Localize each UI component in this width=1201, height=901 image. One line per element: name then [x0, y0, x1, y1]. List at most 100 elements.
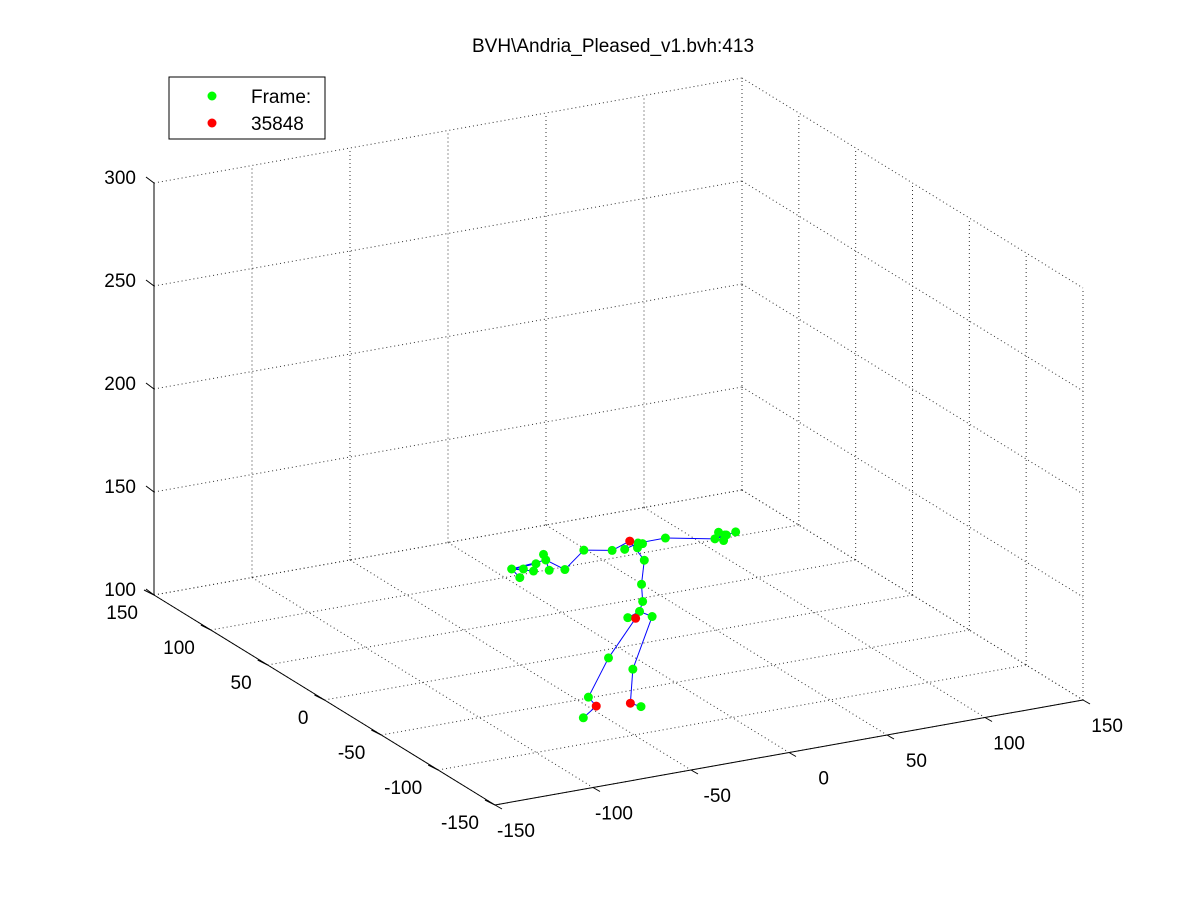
legend-marker-frame-number	[207, 118, 217, 128]
x-tick-mark	[592, 787, 601, 792]
tick-labels: 100150200250300-150-100-50050100150-150-…	[104, 168, 1123, 842]
side-wall-grid-z	[741, 77, 1084, 289]
y-tick-label: -50	[338, 743, 365, 764]
axis-edges	[153, 183, 1084, 806]
joint-marker-red	[625, 698, 635, 708]
joint-marker-green	[623, 613, 633, 623]
grid-lines	[153, 77, 1084, 806]
joint-marker-green	[620, 544, 630, 554]
skeleton-bone	[632, 616, 653, 670]
skeleton-bone	[564, 549, 585, 570]
x-tick-label: -50	[704, 786, 731, 807]
joint-marker-green	[647, 612, 657, 622]
skeleton-bone	[629, 669, 634, 704]
joint-marker-green	[628, 664, 638, 674]
y-tick-mark	[143, 589, 155, 596]
y-tick-mark	[257, 659, 268, 666]
x-tick-label: 50	[906, 751, 927, 772]
x-tick-mark	[886, 734, 895, 740]
joint-marker-green	[507, 564, 517, 574]
legend-label-frame-number: 35848	[251, 114, 304, 135]
floor-grid-x	[447, 542, 790, 753]
floor-grid-y	[438, 664, 1027, 771]
z-tick-label: 200	[104, 374, 136, 395]
legend-marker-frame	[207, 91, 217, 101]
joint-marker-green	[531, 559, 541, 569]
joint-marker-red	[631, 613, 641, 623]
y-tick-label: -100	[384, 778, 422, 799]
y-tick-label: -150	[441, 813, 479, 834]
joint-marker-green	[604, 653, 614, 663]
joint-marker-green	[560, 565, 570, 575]
joint-marker-green	[529, 566, 539, 576]
z-tick-mark	[145, 176, 155, 184]
skeleton-bone	[587, 657, 609, 698]
joint-marker-green	[583, 692, 593, 702]
floor-grid-x	[251, 577, 594, 788]
joint-marker-green	[714, 527, 724, 537]
floor-grid-x	[545, 524, 888, 736]
y-tick-label: 100	[163, 638, 195, 659]
z-tick-label: 300	[104, 168, 136, 189]
y-tick-mark	[314, 694, 325, 701]
side-wall-grid-z	[741, 283, 1084, 495]
joint-marker-green	[639, 555, 649, 565]
joint-marker-green	[607, 545, 617, 555]
floor-grid-y	[381, 629, 970, 736]
joint-marker-green	[544, 565, 554, 575]
floor-grid-x	[643, 507, 986, 718]
z-tick-label: 100	[104, 580, 136, 601]
joint-marker-green	[515, 573, 525, 583]
z-tick-mark	[145, 485, 155, 493]
y-tick-mark	[484, 799, 496, 806]
side-wall-grid-z	[741, 180, 1084, 392]
joint-marker-red	[625, 536, 635, 546]
legend-label-frame: Frame:	[251, 87, 311, 108]
y-tick-mark	[427, 764, 439, 771]
skeleton-bone	[665, 537, 715, 540]
joint-marker-green	[579, 545, 589, 555]
chart-title: BVH\Andria_Pleased_v1.bvh:413	[472, 36, 754, 57]
x-tick-label: -150	[497, 821, 535, 842]
joint-marker-green	[578, 713, 588, 723]
legend[interactable]: Frame: 35848	[168, 76, 326, 140]
z-tick-mark	[145, 382, 155, 390]
floor-grid-x	[349, 559, 692, 771]
joint-marker-green	[637, 579, 647, 589]
joint-marker-green	[518, 564, 528, 574]
joint-marker-green	[710, 534, 720, 544]
skeleton-bone	[608, 618, 637, 659]
back-wall-grid-z	[153, 386, 743, 493]
y-tick-label: 150	[106, 603, 138, 624]
z-tick-mark	[145, 279, 155, 287]
floor-grid-y	[267, 559, 856, 666]
x-tick-label: -100	[595, 804, 633, 825]
y-tick-label: 0	[298, 708, 309, 729]
legend-box	[168, 76, 326, 140]
z-tick-label: 250	[104, 271, 136, 292]
x-tick-label: 150	[1091, 716, 1123, 737]
z-tick-label: 150	[104, 477, 136, 498]
floor-grid-y	[210, 524, 799, 631]
x-tick-mark	[1082, 699, 1091, 705]
x-tick-mark	[690, 769, 699, 775]
joint-marker-green	[660, 533, 670, 543]
joint-marker-green	[719, 536, 729, 546]
x-tick-mark	[788, 752, 797, 757]
x-tick-label: 0	[818, 769, 829, 790]
back-wall-grid-z	[153, 283, 743, 390]
joint-marker-green	[635, 606, 645, 616]
joint-marker-red	[591, 701, 601, 711]
x-tick-mark	[984, 717, 993, 722]
y-tick-label: 50	[231, 673, 252, 694]
x-tick-mark	[494, 804, 503, 810]
joint-marker-green	[632, 543, 642, 553]
joint-marker-green	[539, 549, 549, 559]
side-wall-grid-z	[741, 489, 1084, 701]
skeleton-joints	[507, 527, 741, 723]
joint-marker-green	[636, 702, 646, 712]
joint-marker-green	[731, 527, 741, 537]
y-tick-mark	[371, 729, 382, 736]
side-wall-grid-z	[741, 386, 1084, 598]
